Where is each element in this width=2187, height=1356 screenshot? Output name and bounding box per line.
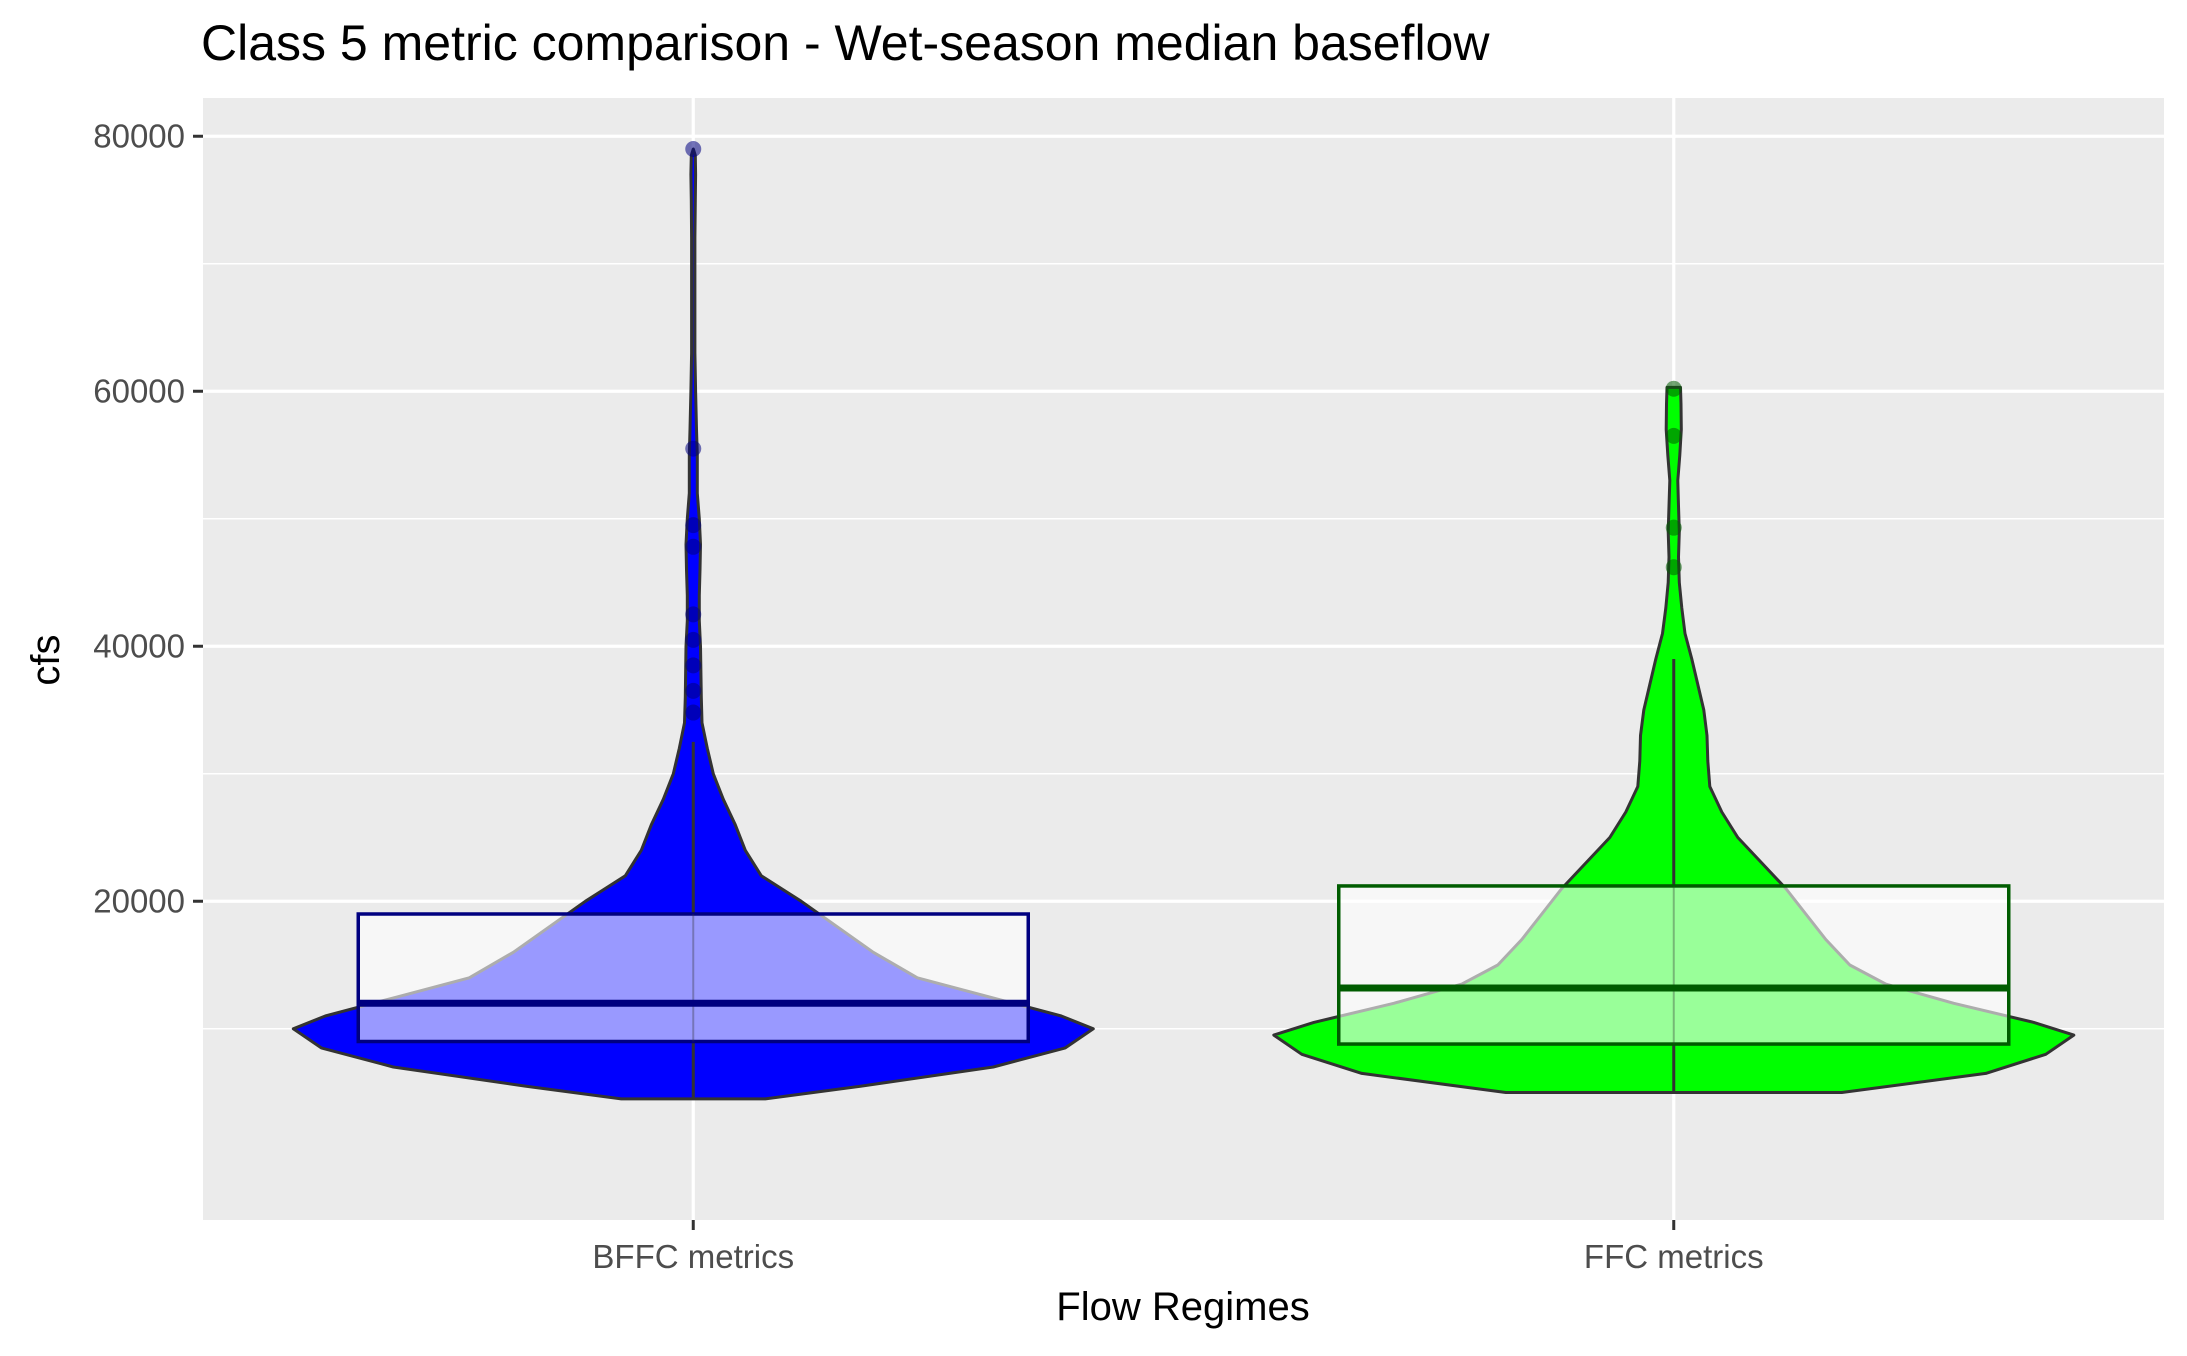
x-tick-label: BFFC metrics xyxy=(592,1238,794,1275)
outlier-point xyxy=(1665,427,1682,444)
y-tick-label: 20000 xyxy=(93,882,185,919)
axes: 20000 40000 60000 80000 BFFC metrics FFC metr… xyxy=(93,117,1763,1275)
outlier-point xyxy=(685,440,702,457)
box-0 xyxy=(356,912,1030,1044)
outlier-point xyxy=(1665,559,1682,576)
outlier-point xyxy=(685,704,702,721)
y-tick-label: 60000 xyxy=(93,372,185,409)
x-axis-title: Flow Regimes xyxy=(1056,1285,1309,1329)
chart-title: Class 5 metric comparison - Wet-season m… xyxy=(201,15,1490,71)
y-tick-label: 80000 xyxy=(93,117,185,154)
x-tick-label: FFC metrics xyxy=(1584,1238,1764,1275)
y-tick-label: 40000 xyxy=(93,627,185,664)
outlier-point xyxy=(685,141,702,157)
outlier-point xyxy=(685,517,702,534)
outlier-point xyxy=(685,682,702,699)
box-1 xyxy=(1337,884,2011,1046)
outlier-point xyxy=(1665,519,1682,536)
outlier-point xyxy=(685,606,702,623)
outlier-point xyxy=(685,631,702,648)
y-axis-title: cfs xyxy=(24,634,68,685)
outlier-point xyxy=(685,657,702,674)
outlier-point xyxy=(1665,380,1682,397)
chart-marks xyxy=(291,141,2076,1101)
outlier-point xyxy=(685,538,702,555)
